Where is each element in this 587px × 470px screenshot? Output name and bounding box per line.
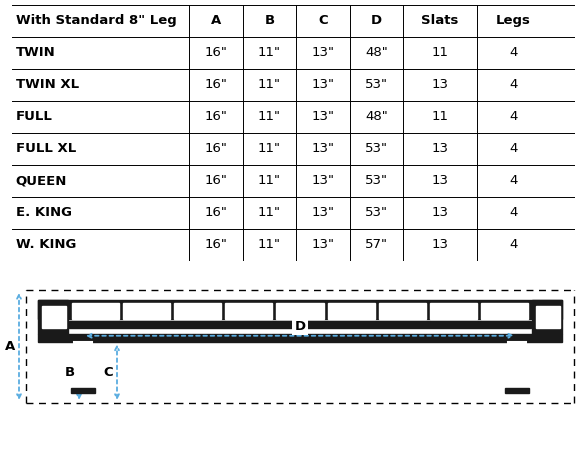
- Text: W. KING: W. KING: [16, 238, 76, 251]
- Text: 4: 4: [509, 206, 518, 219]
- Text: D: D: [371, 14, 382, 27]
- Bar: [532, 300, 562, 334]
- Text: E. KING: E. KING: [16, 206, 72, 219]
- Text: 11: 11: [431, 46, 448, 59]
- Bar: [123, 303, 170, 319]
- Bar: [71, 388, 95, 393]
- Text: Legs: Legs: [496, 14, 531, 27]
- Text: 16": 16": [205, 174, 227, 188]
- Text: 11": 11": [258, 110, 281, 123]
- Bar: [379, 303, 426, 319]
- Text: B: B: [65, 366, 75, 379]
- Text: With Standard 8" Leg: With Standard 8" Leg: [16, 14, 177, 27]
- Text: A: A: [5, 340, 15, 353]
- Text: 13": 13": [312, 206, 335, 219]
- Text: 13: 13: [431, 78, 448, 91]
- Text: QUEEN: QUEEN: [16, 174, 67, 188]
- Text: 57": 57": [365, 238, 388, 251]
- Text: 48": 48": [365, 110, 388, 123]
- Text: 53": 53": [365, 206, 388, 219]
- Text: 11": 11": [258, 46, 281, 59]
- Text: D: D: [295, 320, 306, 333]
- Text: 48": 48": [365, 46, 388, 59]
- Bar: [38, 334, 562, 342]
- Bar: [42, 306, 66, 328]
- Text: 11": 11": [258, 174, 281, 188]
- Text: 13": 13": [312, 174, 335, 188]
- Text: 16": 16": [205, 46, 227, 59]
- Text: TWIN: TWIN: [16, 46, 55, 59]
- Bar: [72, 303, 119, 319]
- Text: 16": 16": [205, 206, 227, 219]
- Text: 4: 4: [509, 142, 518, 155]
- Text: 11": 11": [258, 206, 281, 219]
- Text: 53": 53": [365, 78, 388, 91]
- Bar: [481, 303, 528, 319]
- Text: 13: 13: [431, 206, 448, 219]
- Text: 4: 4: [509, 78, 518, 91]
- Text: 13": 13": [312, 46, 335, 59]
- Text: Slats: Slats: [421, 14, 458, 27]
- Text: FULL XL: FULL XL: [16, 142, 76, 155]
- Text: 11: 11: [431, 110, 448, 123]
- Text: 4: 4: [509, 174, 518, 188]
- Text: 13: 13: [431, 238, 448, 251]
- Bar: [328, 303, 375, 319]
- Bar: [74, 342, 92, 388]
- Text: 11": 11": [258, 142, 281, 155]
- Text: C: C: [103, 366, 113, 379]
- Bar: [225, 303, 272, 319]
- Text: A: A: [211, 14, 221, 27]
- Text: 16": 16": [205, 78, 227, 91]
- Bar: [430, 303, 477, 319]
- Text: 4: 4: [509, 238, 518, 251]
- Text: B: B: [265, 14, 275, 27]
- Text: 13: 13: [431, 174, 448, 188]
- Bar: [38, 300, 68, 334]
- Text: 4: 4: [509, 46, 518, 59]
- Text: 13": 13": [312, 78, 335, 91]
- Text: 4: 4: [509, 110, 518, 123]
- Text: FULL: FULL: [16, 110, 53, 123]
- Bar: [69, 321, 531, 328]
- Bar: [174, 303, 221, 319]
- Text: 11": 11": [258, 238, 281, 251]
- Text: 16": 16": [205, 238, 227, 251]
- Bar: [508, 342, 526, 388]
- Bar: [38, 300, 562, 319]
- Text: 13": 13": [312, 142, 335, 155]
- Text: 11": 11": [258, 78, 281, 91]
- Bar: [276, 303, 323, 319]
- Text: C: C: [318, 14, 328, 27]
- Text: 16": 16": [205, 142, 227, 155]
- Text: 53": 53": [365, 174, 388, 188]
- Text: TWIN XL: TWIN XL: [16, 78, 79, 91]
- Text: 16": 16": [205, 110, 227, 123]
- Text: 53": 53": [365, 142, 388, 155]
- Bar: [505, 388, 529, 393]
- Text: 13": 13": [312, 110, 335, 123]
- Bar: [536, 306, 560, 328]
- Text: 13: 13: [431, 142, 448, 155]
- Text: 13": 13": [312, 238, 335, 251]
